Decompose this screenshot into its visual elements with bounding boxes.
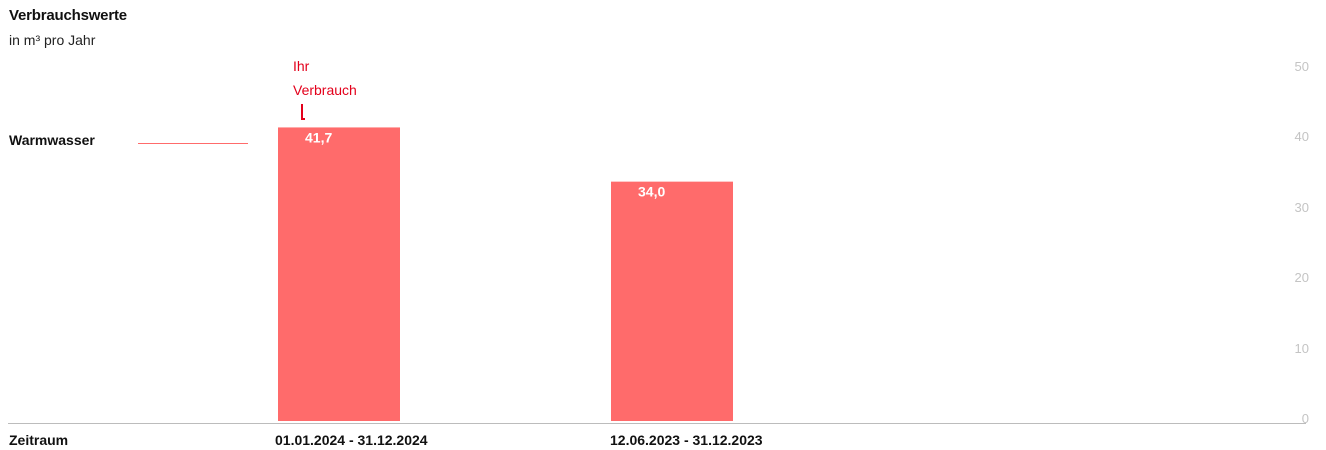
bar-2 <box>611 181 733 421</box>
y-tick-label-50: 50 <box>1294 59 1309 74</box>
y-tick-label-30: 30 <box>1294 199 1309 215</box>
x-axis-title: Zeitraum <box>9 432 69 448</box>
chart-subtitle: in m³ pro Jahr <box>9 32 96 48</box>
x-tick-label-1: 01.01.2024 - 31.12.2024 <box>275 432 428 448</box>
legend-line-warmwasser <box>138 143 248 144</box>
annotation-line-1: Ihr <box>293 58 310 74</box>
your-consumption-annotation: Ihr Verbrauch <box>293 54 357 102</box>
annotation-bracket <box>301 104 305 120</box>
y-tick-label-0: 0 <box>1301 411 1309 426</box>
bar-1 <box>278 127 400 421</box>
bar-value-label-2: 34,0 <box>638 184 665 200</box>
legend-label-warmwasser: Warmwasser <box>9 132 95 148</box>
y-tick-label-40: 40 <box>1294 129 1309 145</box>
y-tick-label-10: 10 <box>1294 340 1309 356</box>
x-axis-line <box>8 423 1306 424</box>
bar-value-label-1: 41,7 <box>305 129 332 145</box>
y-tick-label-20: 20 <box>1294 270 1309 286</box>
x-tick-label-2: 12.06.2023 - 31.12.2023 <box>610 432 763 448</box>
annotation-line-2: Verbrauch <box>293 82 357 98</box>
chart-title: Verbrauchswerte <box>9 7 127 24</box>
